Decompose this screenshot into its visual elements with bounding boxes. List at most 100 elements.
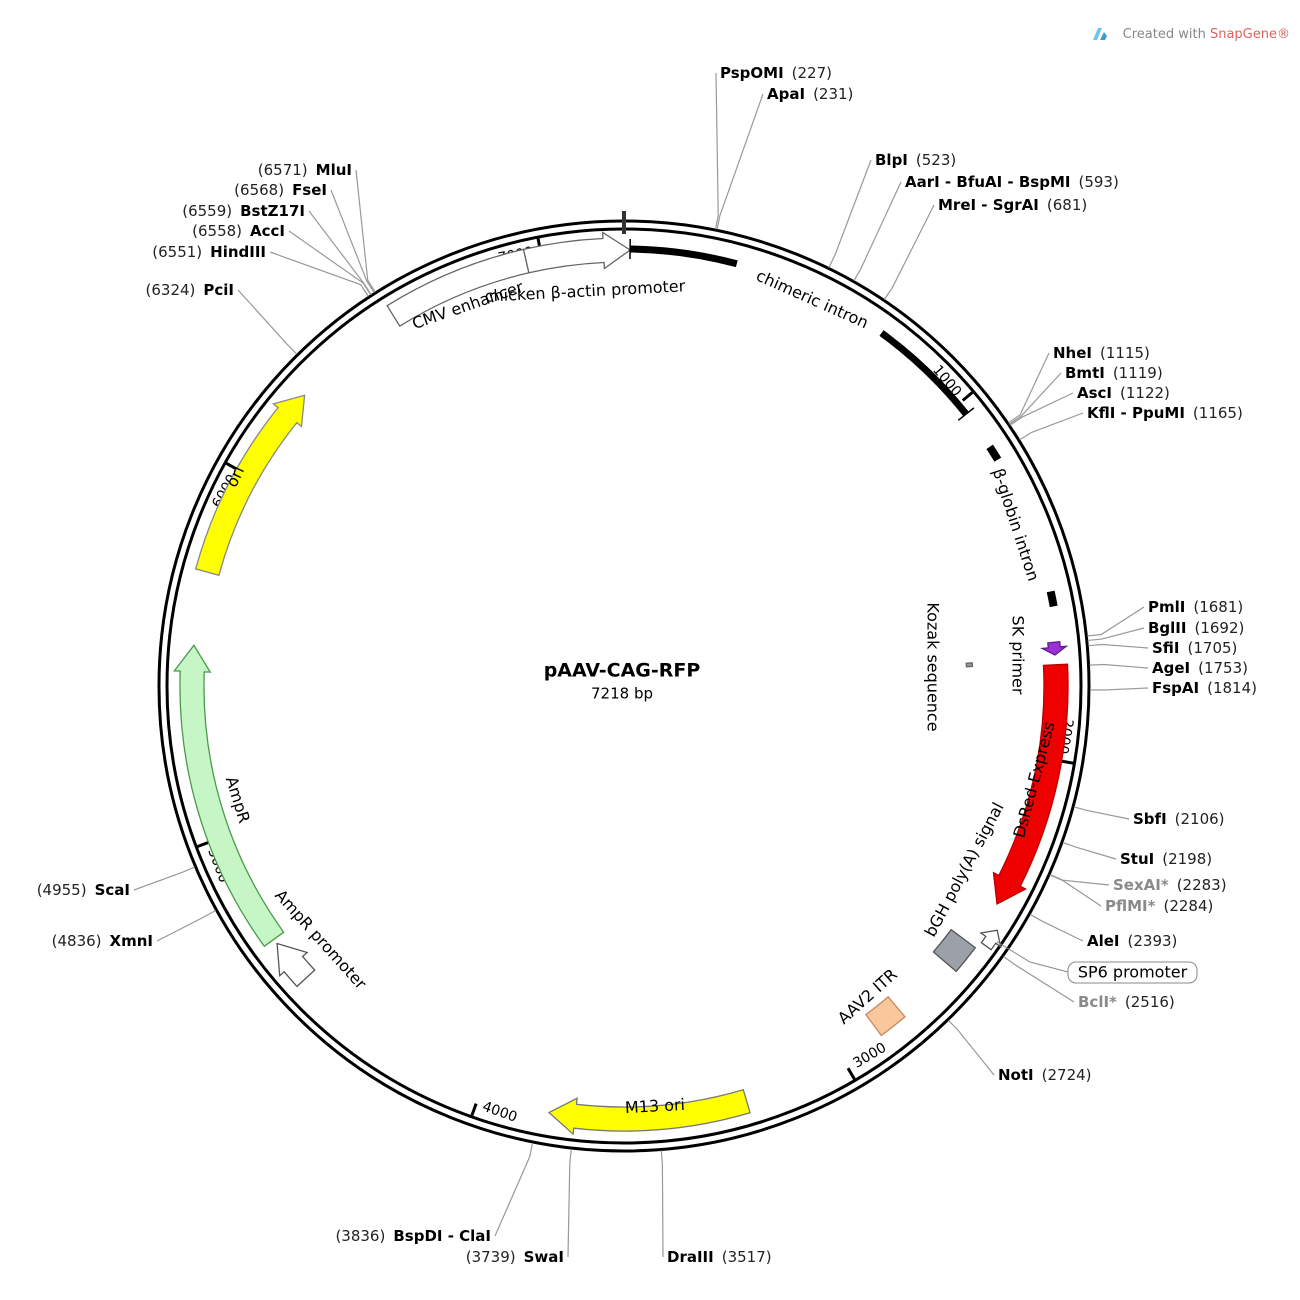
brand-prefix: Created with <box>1123 27 1206 42</box>
enzyme-position: (2724) <box>1042 1066 1092 1084</box>
enzyme-label: (3836) BspDI - ClaI <box>335 1227 491 1245</box>
feature-label-box <box>1067 961 1198 984</box>
enzyme-label: BmtI (1119) <box>1065 364 1163 382</box>
enzyme-position: (231) <box>813 85 853 103</box>
enzyme-position: (1692) <box>1194 619 1244 637</box>
enzyme-position: (1814) <box>1207 679 1257 697</box>
enzyme-line <box>1009 392 1074 426</box>
enzyme-line <box>1089 663 1149 669</box>
enzyme-line <box>828 159 872 268</box>
enzyme-label: (4955) ScaI <box>37 881 130 899</box>
tick-mark <box>846 1067 857 1082</box>
enzyme-position: (2106) <box>1175 810 1225 828</box>
enzyme-name: HindIII <box>210 243 266 261</box>
enzyme-line <box>1029 913 1084 942</box>
enzyme-label: NotI (2724) <box>998 1066 1092 1084</box>
enzyme-line <box>133 866 195 891</box>
enzyme-line <box>330 189 375 293</box>
enzyme-position: (2393) <box>1128 932 1178 950</box>
enzyme-name: SbfI <box>1133 810 1167 828</box>
enzyme-position: (1119) <box>1113 364 1163 382</box>
brand-name: SnapGene® <box>1210 27 1290 42</box>
enzyme-label: AgeI (1753) <box>1152 659 1248 677</box>
enzyme-name: PmlI <box>1148 598 1185 616</box>
enzyme-name: PflMI* <box>1105 897 1156 915</box>
enzyme-label: (4836) XmnI <box>52 932 153 950</box>
enzyme-label: (6551) HindIII <box>152 243 266 261</box>
enzyme-label: AarI - BfuAI - BspMI (593) <box>905 173 1119 191</box>
feature-label: AmpR promoter <box>271 886 370 994</box>
feature-connector <box>996 941 1069 973</box>
enzyme-position: (1122) <box>1120 384 1170 402</box>
enzyme-position: (4955) <box>37 881 87 899</box>
feature-shape <box>932 928 977 973</box>
enzyme-name: SexAI* <box>1113 876 1169 894</box>
enzyme-position: (1115) <box>1100 344 1150 362</box>
enzyme-position: (3517) <box>722 1248 772 1266</box>
enzyme-position: (1705) <box>1188 639 1238 657</box>
enzyme-label: FspAI (1814) <box>1152 679 1257 697</box>
enzyme-name: AarI - BfuAI - BspMI <box>905 173 1070 191</box>
enzyme-line <box>1049 874 1102 907</box>
enzyme-position: (2198) <box>1162 850 1212 868</box>
enzyme-label: StuI (2198) <box>1120 850 1212 868</box>
tick-mark <box>224 461 239 471</box>
feature-shape <box>979 929 1002 951</box>
enzyme-line <box>1062 841 1117 860</box>
enzyme-line <box>1049 873 1110 886</box>
tick-mark <box>195 840 210 849</box>
enzyme-name: SwaI <box>524 1248 564 1266</box>
enzyme-line <box>1008 352 1050 424</box>
enzyme-line <box>269 251 369 297</box>
enzyme-label: (6558) AccI <box>192 222 285 240</box>
enzyme-name: AleI <box>1087 932 1120 950</box>
enzyme-line <box>1019 412 1084 441</box>
feature-label: M13 ori <box>624 1095 685 1117</box>
enzyme-label: SbfI (2106) <box>1133 810 1225 828</box>
enzyme-label: (6324) PciI <box>146 281 235 299</box>
tick-mark <box>1060 759 1075 765</box>
enzyme-position: (2283) <box>1177 876 1227 894</box>
enzyme-label: KflI - PpuMI (1165) <box>1087 404 1243 422</box>
enzyme-name: AgeI <box>1152 659 1190 677</box>
enzyme-position: (6559) <box>182 202 232 220</box>
feature-shape <box>965 662 974 668</box>
enzyme-position: (1753) <box>1198 659 1248 677</box>
enzyme-position: (3739) <box>466 1248 516 1266</box>
plasmid-length: 7218 bp <box>591 685 653 703</box>
enzyme-label: DraIII (3517) <box>667 1248 772 1266</box>
enzyme-label: PspOMI (227) <box>720 64 832 82</box>
enzyme-line <box>1088 643 1149 649</box>
enzyme-line <box>1087 627 1145 642</box>
enzyme-line <box>1087 606 1145 637</box>
enzyme-name: SfiI <box>1152 639 1180 657</box>
feature-shape <box>864 995 906 1037</box>
feature-shape <box>1040 640 1069 656</box>
enzyme-position: (3836) <box>335 1227 385 1245</box>
feature-label: bGH poly(A) signal <box>921 799 1008 940</box>
enzyme-name: MreI - SgrAI <box>938 196 1039 214</box>
feature-shape <box>522 231 632 274</box>
enzyme-position: (6568) <box>234 181 284 199</box>
enzyme-position: (681) <box>1047 196 1087 214</box>
enzyme-line <box>948 1020 995 1076</box>
enzyme-label: BlpI (523) <box>875 151 956 169</box>
enzyme-position: (6551) <box>152 243 202 261</box>
enzyme-name: AccI <box>250 222 285 240</box>
enzyme-name: FseI <box>292 181 327 199</box>
feature-line <box>630 245 738 268</box>
enzyme-label: BclI* (2516) <box>1078 993 1175 1011</box>
enzyme-label: (3739) SwaI <box>466 1248 564 1266</box>
enzyme-line <box>660 1150 664 1258</box>
feature-shape <box>547 1088 751 1136</box>
feature-label: SP6 promoter <box>1078 963 1188 982</box>
enzyme-label: MreI - SgrAI (681) <box>938 196 1087 214</box>
enzyme-label: AleI (2393) <box>1087 932 1177 950</box>
feature-label: SK primer <box>1009 616 1028 695</box>
enzyme-position: (4836) <box>52 932 102 950</box>
feature-label: chimeric intron <box>753 266 871 332</box>
plasmid-name: pAAV-CAG-RFP <box>544 660 701 682</box>
enzyme-label: PflMI* (2284) <box>1105 897 1213 915</box>
enzyme-position: (6571) <box>258 161 308 179</box>
